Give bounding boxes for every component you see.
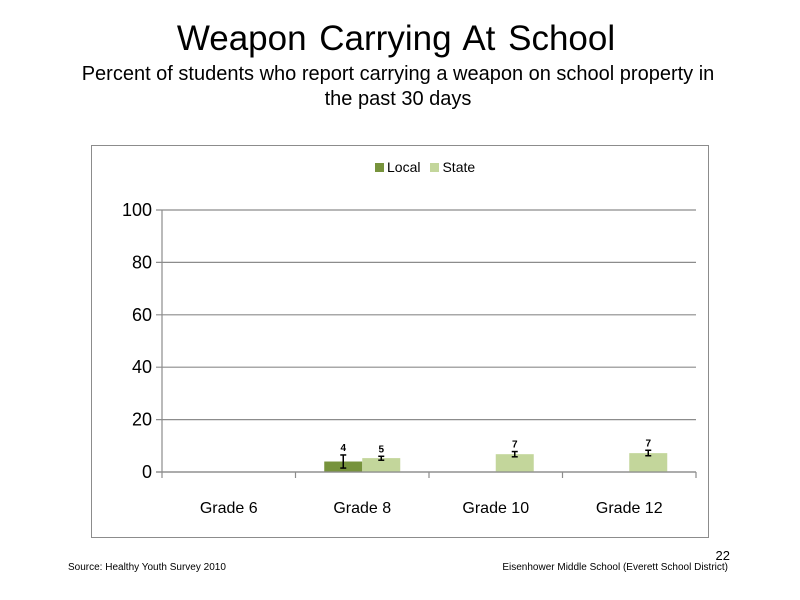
y-tick-label: 40: [132, 357, 152, 377]
data-label: 5: [378, 444, 384, 455]
legend-label-state: State: [442, 159, 476, 175]
bar-state: [362, 458, 401, 472]
x-tick-label: Grade 12: [596, 500, 663, 517]
source-note: Source: Healthy Youth Survey 2010: [68, 562, 226, 573]
chart-legend: Local State: [375, 158, 485, 176]
bar-state: [495, 454, 534, 472]
legend-swatch-local: [375, 162, 384, 172]
slide-subtitle: Percent of students who report carrying …: [81, 63, 715, 110]
legend-swatch-state: [430, 162, 440, 172]
x-tick-label: Grade 6: [200, 500, 258, 517]
data-label: 4: [340, 443, 346, 454]
y-tick-label: 20: [132, 410, 152, 430]
data-label: 7: [645, 438, 651, 449]
y-tick-label: 0: [142, 462, 152, 482]
x-tick-label: Grade 8: [333, 500, 391, 517]
legend-item-state: State: [430, 159, 475, 175]
y-tick-label: 80: [132, 252, 152, 272]
y-tick-label: 100: [122, 200, 152, 220]
school-note: Eisenhower Middle School (Everett School…: [502, 562, 728, 573]
legend-label-local: Local: [387, 159, 421, 175]
slide-title: Weapon Carrying At School: [176, 19, 616, 58]
x-tick-label: Grade 10: [462, 500, 529, 517]
y-tick-label: 60: [132, 305, 152, 325]
data-label: 7: [512, 440, 518, 451]
page-number: 22: [715, 548, 730, 563]
legend-item-local: Local: [375, 159, 420, 175]
bar-state: [629, 453, 668, 472]
